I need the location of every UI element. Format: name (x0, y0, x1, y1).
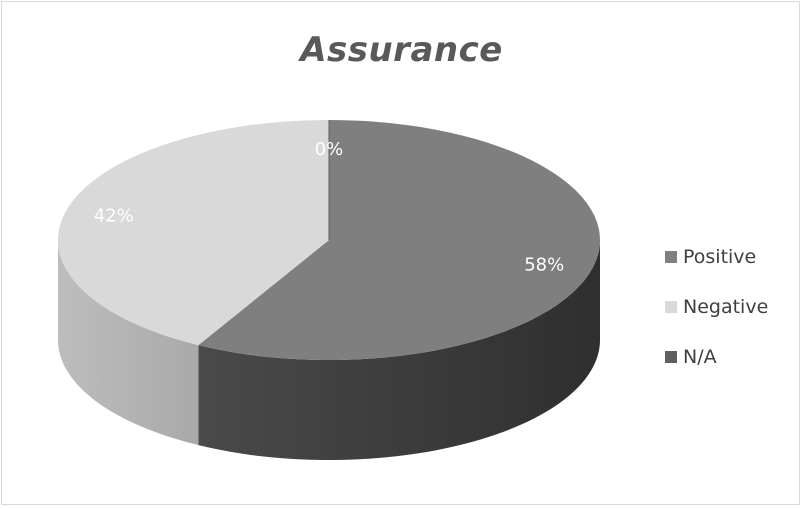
legend-label-positive: Positive (683, 246, 757, 268)
data-label-negative: 42% (94, 206, 134, 227)
data-label-na: 0% (315, 139, 344, 160)
data-label-positive: 58% (524, 254, 564, 275)
pie-slice-negative (57, 120, 330, 346)
legend-swatch-positive (665, 251, 677, 263)
legend-swatch-negative (665, 301, 677, 313)
pie-side-walls (58, 240, 600, 460)
legend-item-positive: Positive (665, 232, 768, 282)
legend-label-negative: Negative (683, 296, 769, 318)
legend-swatch-na (665, 351, 677, 363)
chart-title: Assurance (300, 30, 503, 70)
legend-item-negative: Negative (665, 282, 768, 332)
pie-slice-positive (198, 120, 600, 360)
legend: Positive Negative N/A (665, 232, 768, 382)
pie-side-positive (198, 240, 600, 460)
pie-side-negative (58, 240, 199, 446)
legend-label-na: N/A (683, 346, 717, 368)
legend-item-na: N/A (665, 332, 768, 382)
